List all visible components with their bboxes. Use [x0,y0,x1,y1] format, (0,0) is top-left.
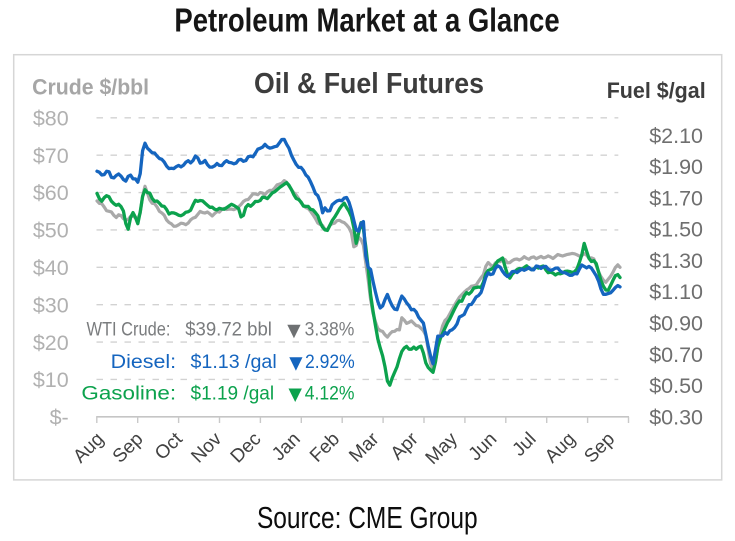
svg-text:4.12%: 4.12% [305,383,355,404]
svg-text:$1.90: $1.90 [649,155,703,179]
svg-text:$60: $60 [33,181,69,205]
svg-text:$10: $10 [33,368,69,392]
svg-text:$0.50: $0.50 [649,374,703,398]
svg-text:$0.90: $0.90 [649,312,703,336]
svg-text:Gasoline:: Gasoline: [81,383,176,404]
svg-text:$-: $- [50,406,69,430]
svg-text:Diesel:: Diesel: [111,352,177,373]
svg-text:$40: $40 [33,256,69,280]
svg-text:$30: $30 [33,293,69,317]
svg-text:Petroleum Market at a Glance: Petroleum Market at a Glance [174,2,559,39]
svg-text:Oil & Fuel Futures: Oil & Fuel Futures [254,68,484,100]
svg-text:$80: $80 [33,107,69,131]
svg-text:$0.70: $0.70 [649,343,703,367]
svg-text:$0.30: $0.30 [649,405,703,429]
svg-text:$2.10: $2.10 [649,124,703,148]
svg-text:$1.70: $1.70 [649,186,703,210]
svg-text:Source: CME Group: Source: CME Group [257,501,478,535]
svg-text:WTI Crude:: WTI Crude: [87,320,171,341]
svg-text:$20: $20 [33,331,69,355]
svg-text:$70: $70 [33,144,69,168]
svg-text:$1.13 /gal: $1.13 /gal [191,352,277,373]
svg-text:$1.30: $1.30 [649,249,703,273]
svg-text:Crude $/bbl: Crude $/bbl [32,74,149,99]
svg-text:2.92%: 2.92% [305,352,355,373]
svg-text:$1.50: $1.50 [649,218,703,242]
svg-text:$50: $50 [33,219,69,243]
svg-text:$1.19 /gal: $1.19 /gal [191,383,275,404]
svg-text:$1.10: $1.10 [649,280,703,304]
svg-text:Fuel $/gal: Fuel $/gal [607,78,706,103]
svg-text:3.38%: 3.38% [305,320,355,341]
svg-text:$39.72 bbl: $39.72 bbl [185,320,272,341]
